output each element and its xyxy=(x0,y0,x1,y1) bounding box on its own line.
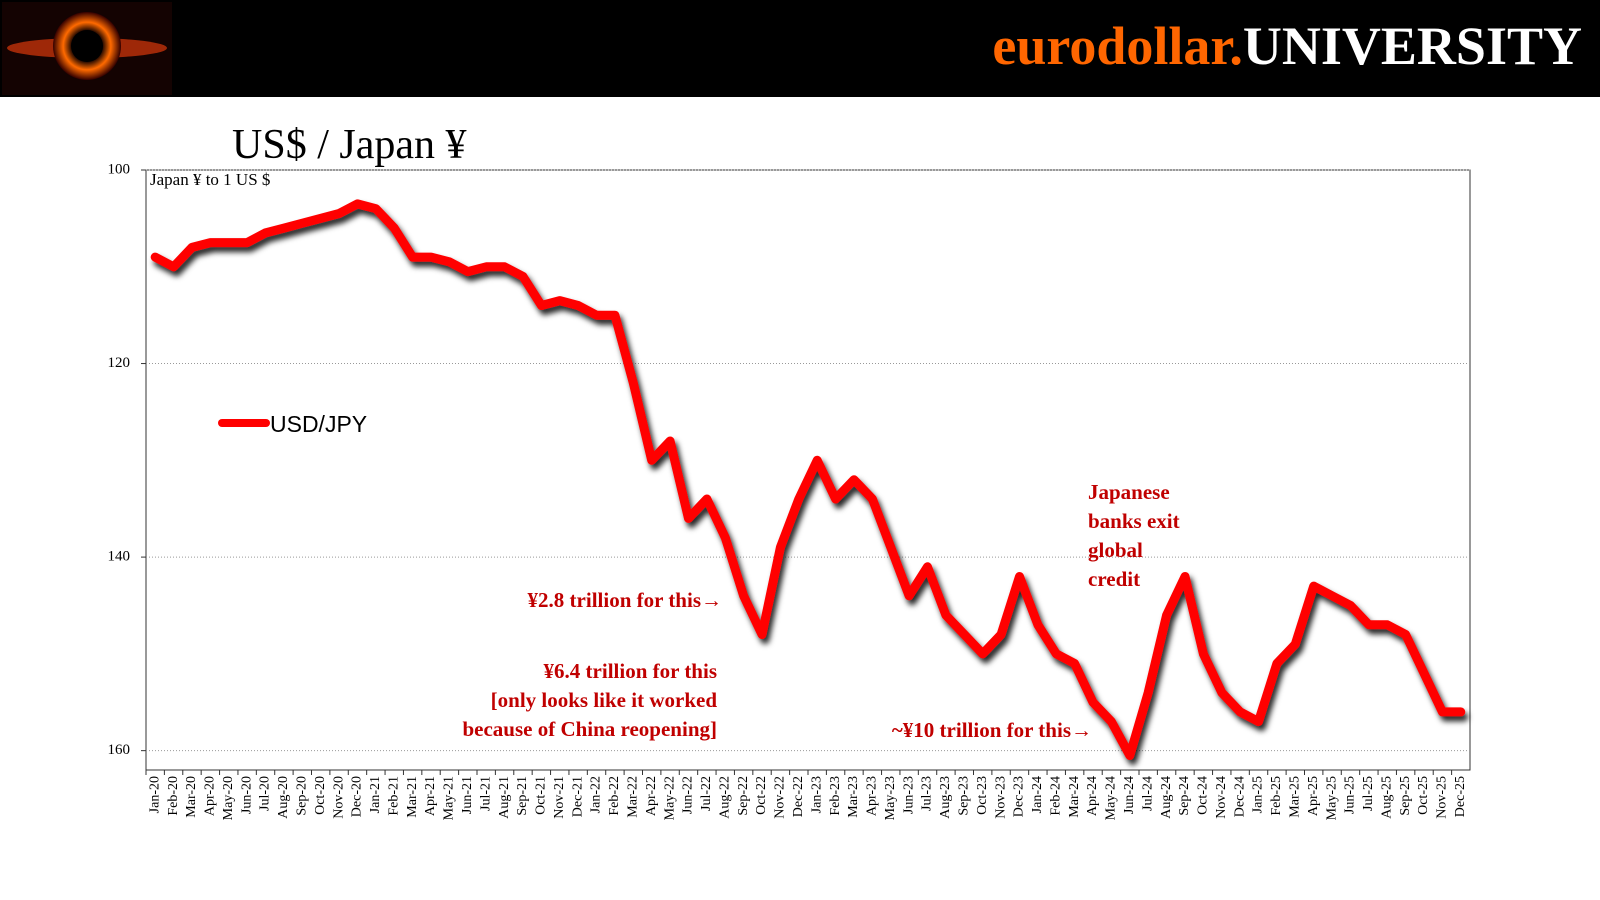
chart-title: US$ / Japan ¥ xyxy=(232,122,467,168)
y-tick-label: 120 xyxy=(108,355,131,371)
y-axis-label: Japan ¥ to 1 US $ xyxy=(150,170,270,189)
x-tick-label: Oct-25 xyxy=(1416,776,1431,815)
x-tick-label: Sep-24 xyxy=(1177,776,1192,816)
x-tick-label: Feb-21 xyxy=(386,776,401,816)
annotation: banks exit xyxy=(1088,509,1180,533)
x-tick-label: Apr-22 xyxy=(644,776,659,816)
x-tick-label: Dec-22 xyxy=(791,776,806,817)
x-tick-label: Dec-21 xyxy=(570,776,585,817)
x-tick-label: Jun-22 xyxy=(681,776,696,814)
x-tick-label: Aug-22 xyxy=(717,776,732,819)
x-tick-label: Jan-20 xyxy=(147,776,162,813)
x-tick-label: Mar-25 xyxy=(1288,776,1303,818)
x-tick-label: Feb-24 xyxy=(1048,776,1063,816)
x-tick-label: May-20 xyxy=(221,776,236,820)
x-tick-label: Dec-24 xyxy=(1232,776,1247,817)
y-tick-label: 140 xyxy=(108,549,131,565)
x-tick-label: Nov-21 xyxy=(552,776,567,819)
annotation: ¥2.8 trillion for this→ xyxy=(528,588,722,612)
x-tick-label: Jul-20 xyxy=(258,776,273,811)
x-tick-label: Dec-20 xyxy=(350,776,365,817)
x-tick-label: Mar-21 xyxy=(405,776,420,818)
annotation: Japanese xyxy=(1088,480,1170,504)
x-tick-label: Apr-23 xyxy=(865,776,880,816)
x-tick-label: Dec-25 xyxy=(1453,776,1468,817)
x-tick-label: May-22 xyxy=(662,776,677,820)
y-tick-label: 160 xyxy=(108,742,131,758)
x-tick-label: Jun-21 xyxy=(460,776,475,814)
x-tick-label: May-25 xyxy=(1324,776,1339,820)
x-tick-label: Sep-25 xyxy=(1398,776,1413,816)
x-tick-label: Mar-23 xyxy=(846,776,861,818)
brand-part: UNIVERSITY xyxy=(1243,16,1582,76)
x-tick-label: Oct-22 xyxy=(754,776,769,815)
x-tick-label: Dec-23 xyxy=(1012,776,1027,817)
x-tick-label: Jun-24 xyxy=(1122,776,1137,814)
y-tick-label: 100 xyxy=(108,161,131,177)
x-tick-label: Aug-25 xyxy=(1379,776,1394,819)
logo xyxy=(2,2,172,95)
annotation: global xyxy=(1088,538,1143,562)
x-tick-label: Aug-23 xyxy=(938,776,953,819)
header-bar xyxy=(0,0,1600,97)
x-tick-label: Nov-20 xyxy=(331,776,346,819)
x-tick-label: Mar-24 xyxy=(1067,776,1082,818)
x-tick-label: Oct-23 xyxy=(975,776,990,815)
x-tick-label: Jul-21 xyxy=(478,776,493,811)
x-tick-label: Aug-24 xyxy=(1159,776,1174,819)
x-tick-label: Mar-20 xyxy=(184,776,199,818)
x-tick-label: Jan-21 xyxy=(368,776,383,813)
x-tick-label: Apr-20 xyxy=(203,776,218,816)
x-tick-label: Nov-22 xyxy=(773,776,788,819)
x-tick-label: Apr-21 xyxy=(423,776,438,816)
brand: eurodollar.UNIVERSITY xyxy=(992,16,1582,76)
x-tick-label: Nov-24 xyxy=(1214,776,1229,819)
x-tick-label: Jun-20 xyxy=(239,776,254,814)
annotation: ¥6.4 trillion for this xyxy=(544,659,717,683)
x-tick-label: May-23 xyxy=(883,776,898,820)
x-tick-label: Nov-23 xyxy=(993,776,1008,819)
x-tick-label: Sep-21 xyxy=(515,776,530,816)
x-tick-label: Apr-24 xyxy=(1085,776,1100,816)
x-tick-label: Sep-20 xyxy=(295,776,310,816)
x-tick-label: Oct-21 xyxy=(534,776,549,815)
x-tick-label: Oct-20 xyxy=(313,776,328,815)
annotation: credit xyxy=(1088,567,1140,591)
x-tick-label: Apr-25 xyxy=(1306,776,1321,816)
x-tick-label: Feb-23 xyxy=(828,776,843,816)
annotation: [only looks like it worked xyxy=(491,688,718,712)
x-tick-label: Jan-23 xyxy=(809,776,824,813)
data-line xyxy=(150,199,1466,760)
x-tick-label: Aug-21 xyxy=(497,776,512,819)
x-tick-label: Jan-25 xyxy=(1251,776,1266,813)
x-tick-label: Jul-25 xyxy=(1361,776,1376,811)
x-tick-label: Jul-23 xyxy=(920,776,935,811)
x-tick-label: Mar-22 xyxy=(626,776,641,818)
x-tick-label: Sep-23 xyxy=(957,776,972,816)
x-tick-label: Jan-22 xyxy=(589,776,604,813)
x-tick-label: Nov-25 xyxy=(1435,776,1450,819)
x-tick-label: Jun-25 xyxy=(1343,776,1358,814)
x-tick-label: Aug-20 xyxy=(276,776,291,819)
x-tick-label: Jan-24 xyxy=(1030,776,1045,813)
x-tick-label: Feb-20 xyxy=(166,776,181,816)
x-tick-label: Jul-24 xyxy=(1140,776,1155,811)
x-tick-label: Sep-22 xyxy=(736,776,751,816)
legend-label: USD/JPY xyxy=(270,411,367,437)
x-tick-label: Jun-23 xyxy=(901,776,916,814)
brand-part: eurodollar. xyxy=(992,16,1243,76)
x-tick-label: May-21 xyxy=(442,776,457,820)
annotation: ~¥10 trillion for this→ xyxy=(892,718,1092,742)
x-tick-label: Feb-25 xyxy=(1269,776,1284,816)
x-tick-label: May-24 xyxy=(1104,776,1119,820)
x-tick-label: Oct-24 xyxy=(1196,776,1211,815)
x-tick-label: Feb-22 xyxy=(607,776,622,816)
x-tick-label: Jul-22 xyxy=(699,776,714,811)
annotation: because of China reopening] xyxy=(462,717,717,741)
